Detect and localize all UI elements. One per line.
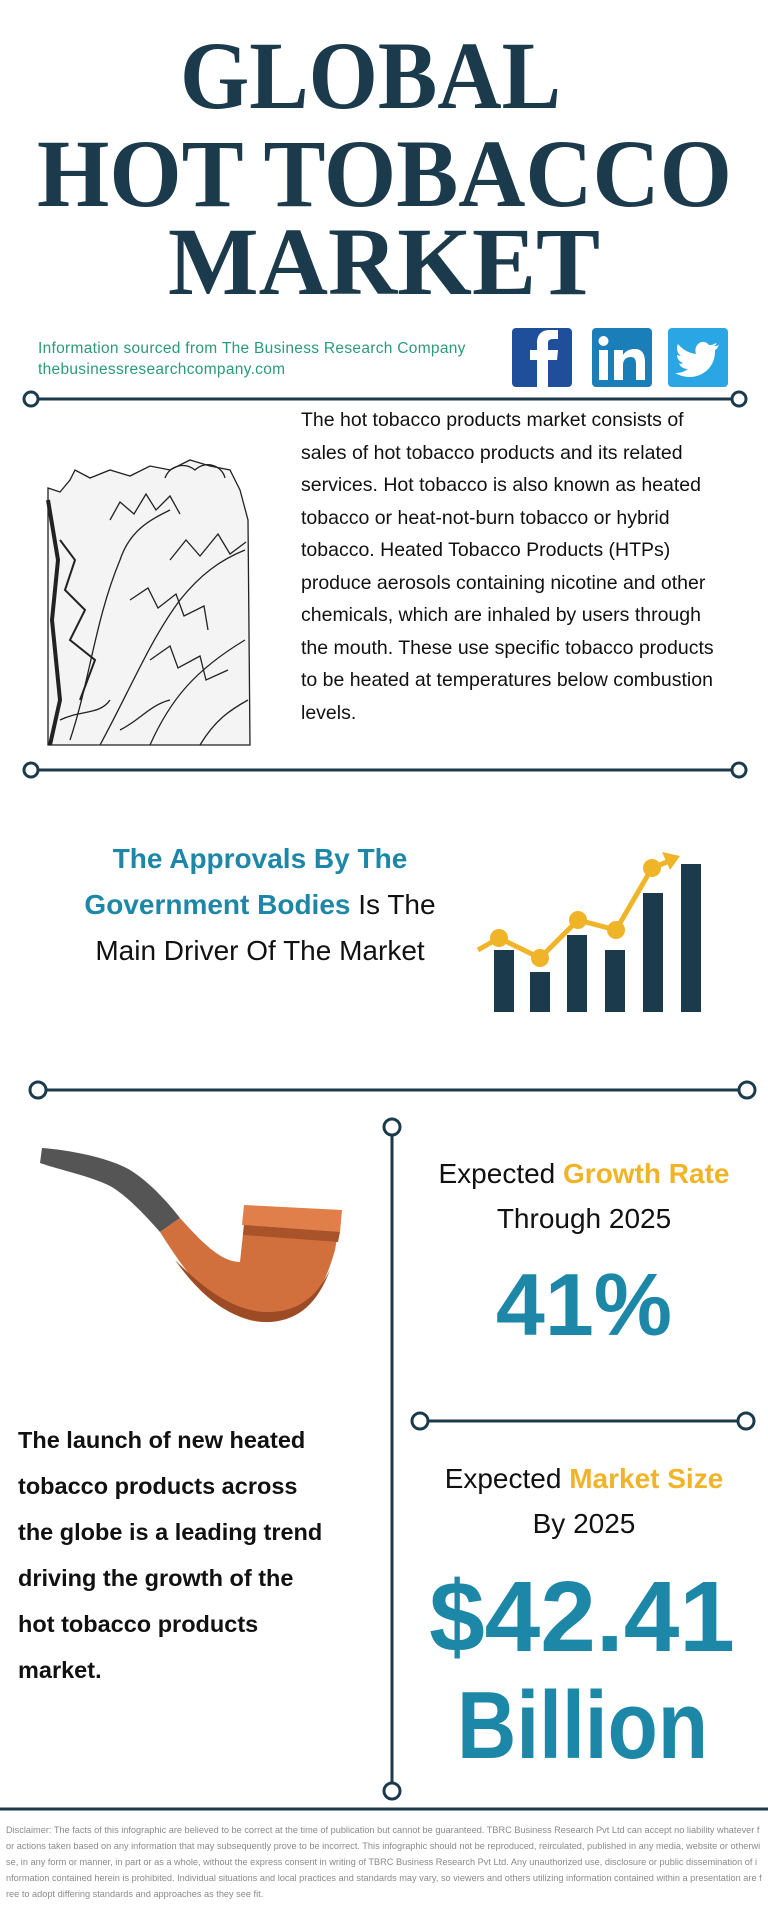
- driver-text: Is The: [358, 889, 435, 920]
- website: thebusinessresearchcompany.com: [38, 361, 285, 378]
- driver-line: Government Bodies Is The: [84, 889, 435, 920]
- trend-line: driving the growth of the: [18, 1565, 293, 1591]
- title-line: GLOBAL: [180, 22, 561, 129]
- tobacco-field-illustration: [46, 459, 251, 746]
- driver-line: The Approvals By The: [113, 843, 408, 874]
- pipe-illustration: [40, 1148, 342, 1323]
- twitter-icon[interactable]: [668, 328, 728, 387]
- title-line: HOT TOBACCO: [37, 120, 732, 227]
- divider: [28, 1080, 757, 1100]
- driver-line: Main Driver Of The Market: [95, 935, 425, 966]
- trend-line: market.: [18, 1657, 102, 1683]
- trend-line: The launch of new heated: [18, 1427, 305, 1453]
- growth-value: 41%: [496, 1255, 672, 1354]
- market-label: Expected: [445, 1463, 562, 1494]
- linkedin-icon[interactable]: [592, 328, 652, 387]
- growth-label: Expected: [439, 1158, 556, 1189]
- growth-period: Through 2025: [497, 1203, 671, 1234]
- driver-highlight: The Approvals By The: [113, 843, 408, 874]
- driver-highlight: Government Bodies: [84, 889, 350, 920]
- market-unit: Billion: [457, 1672, 708, 1779]
- market-heading: Expected Market Size: [445, 1463, 724, 1494]
- title-line: MARKET: [168, 208, 600, 315]
- divider: [22, 390, 748, 408]
- disclaimer: Disclaimer: The facts of this infographi…: [6, 1825, 762, 1899]
- trend-line: hot tobacco products: [18, 1611, 258, 1637]
- divider: [22, 761, 748, 779]
- facebook-icon[interactable]: [512, 328, 572, 387]
- trend-line: the globe is a leading trend: [18, 1519, 322, 1545]
- vertical-divider: [382, 1117, 402, 1801]
- growth-icon: [476, 852, 701, 1012]
- market-highlight: Market Size: [569, 1463, 723, 1494]
- growth-heading: Expected Growth Rate: [439, 1158, 730, 1189]
- source: Information sourced from The Business Re…: [38, 340, 466, 357]
- divider: [410, 1411, 756, 1431]
- growth-highlight: Growth Rate: [563, 1158, 729, 1189]
- trend-line: tobacco products across: [18, 1473, 297, 1499]
- market-value: $42.41: [429, 1561, 735, 1673]
- market-period: By 2025: [533, 1508, 636, 1539]
- intro-text: The hot tobacco products market consists…: [301, 409, 714, 724]
